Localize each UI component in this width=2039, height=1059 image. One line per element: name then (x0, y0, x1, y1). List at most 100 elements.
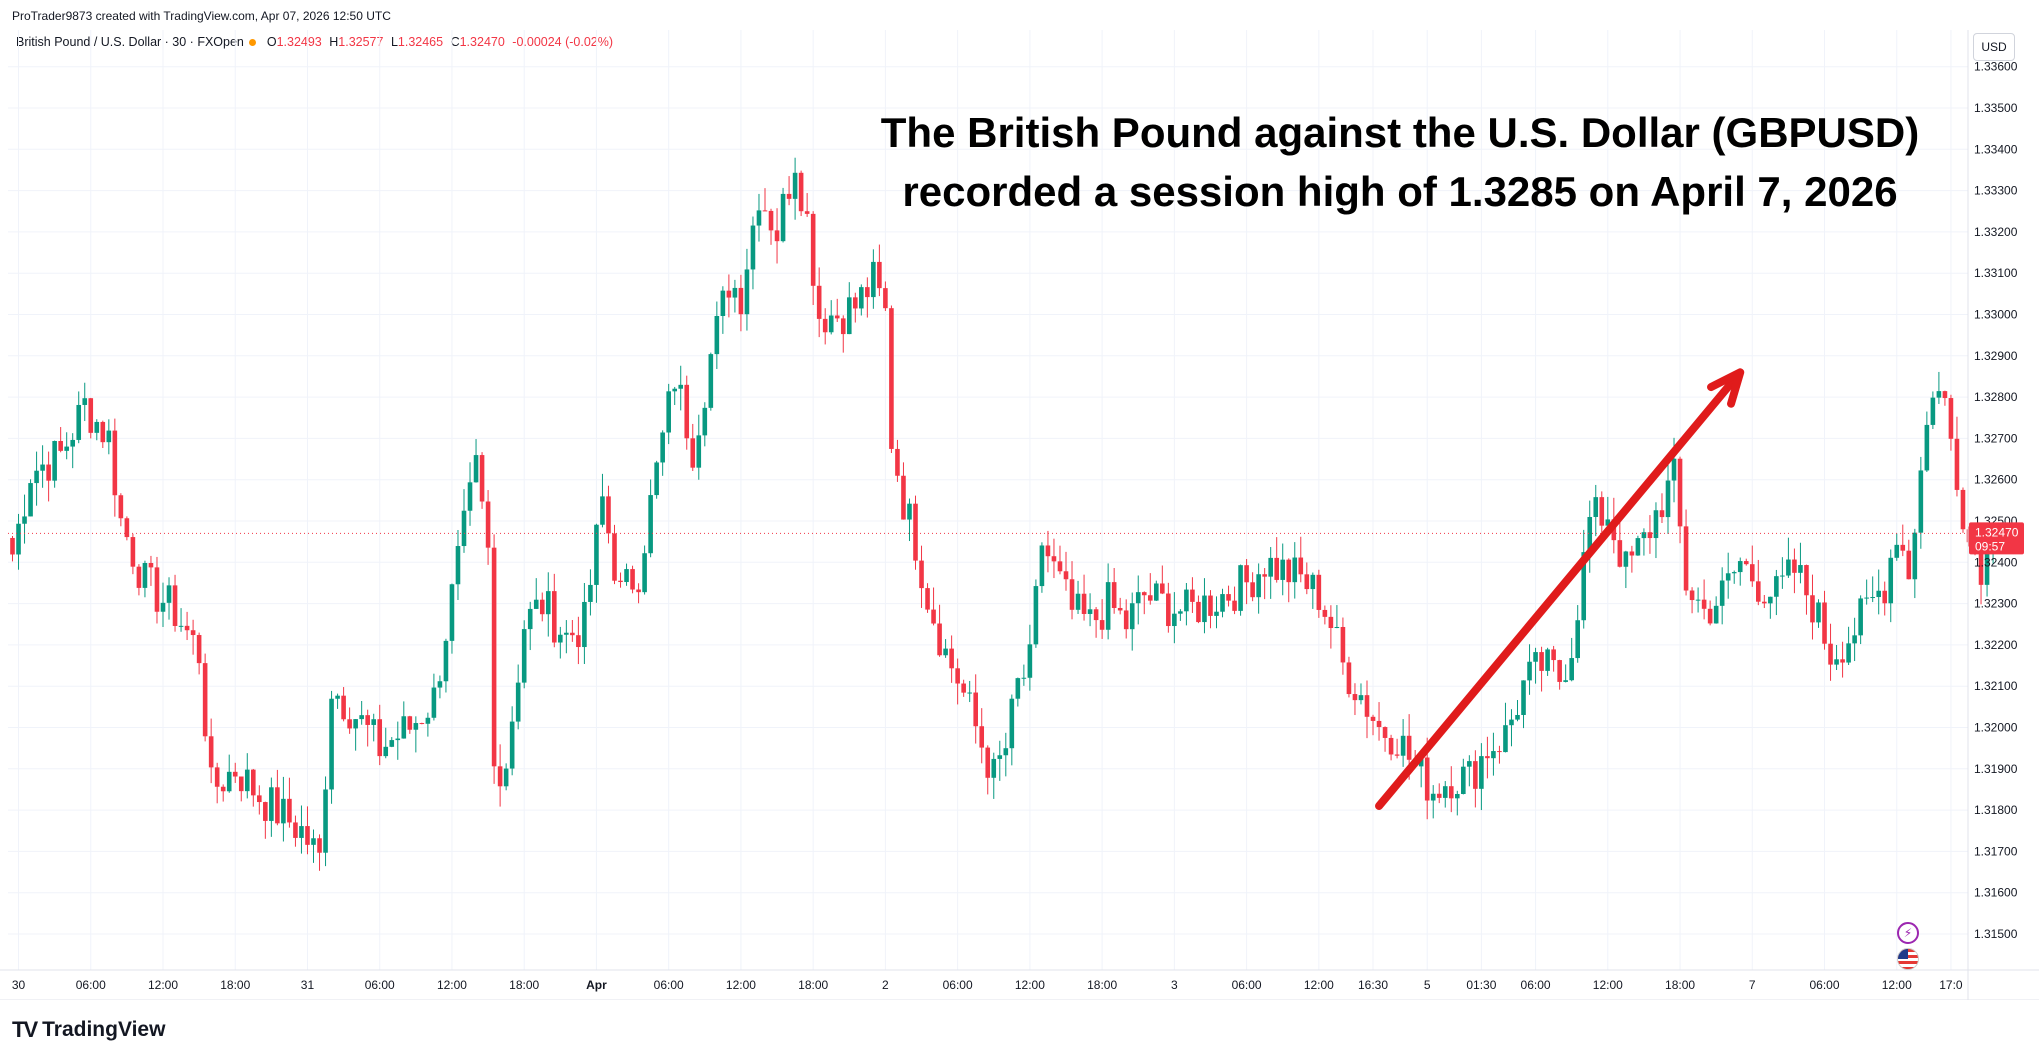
candle-body (1250, 582, 1255, 598)
candle-body (1063, 571, 1069, 580)
candle-body (335, 695, 340, 699)
annotation-arrow-head (1707, 368, 1745, 408)
candle-body (1671, 458, 1677, 481)
candle-body (461, 510, 467, 547)
candle-body (600, 496, 605, 525)
candle-body (293, 822, 298, 838)
candle-body (859, 287, 864, 309)
candle-body (1840, 659, 1845, 663)
candle-body (1298, 557, 1304, 575)
candle-body (606, 496, 611, 534)
lightning-icon[interactable]: ⚡ (1897, 922, 1919, 944)
candle-body (588, 584, 593, 602)
candle-body (329, 698, 334, 790)
y-tick-label: 1.32800 (1974, 390, 2018, 404)
candle-body (1093, 609, 1099, 621)
candle-body (822, 318, 828, 333)
y-tick-label: 1.33600 (1974, 60, 2018, 74)
candle-body (467, 482, 473, 511)
y-tick-label: 1.31600 (1974, 886, 2018, 900)
currency-button[interactable]: USD (1973, 33, 2015, 61)
candle-body (389, 740, 395, 747)
candle-body (612, 533, 617, 581)
candle-body (1418, 757, 1424, 767)
x-tick-label: 06:00 (943, 978, 973, 992)
candle-body (118, 495, 124, 519)
candle-body (943, 648, 948, 656)
candle-body (317, 838, 322, 853)
candle-body (1400, 735, 1406, 756)
candle-body (738, 287, 744, 315)
candle-body (1274, 557, 1279, 580)
candle-body (431, 687, 437, 718)
candle-body (618, 580, 623, 583)
candle-body (1406, 735, 1412, 760)
candle-body (780, 193, 786, 242)
candle-body (582, 601, 587, 648)
open-value: 1.32493 (276, 35, 322, 49)
candle-body (1256, 574, 1261, 598)
current-price-tag (1969, 522, 2024, 555)
candle-body (533, 599, 539, 609)
candle-body (497, 766, 503, 787)
candle-body (251, 769, 256, 796)
candle-body (1141, 592, 1147, 596)
y-tick-label: 1.32600 (1974, 473, 2018, 487)
candle-body (299, 826, 304, 838)
open-label: O (266, 35, 277, 49)
candle-body (1599, 497, 1605, 526)
candle-body (34, 470, 39, 484)
candle-body (1743, 561, 1749, 565)
x-tick-label: 01:30 (1466, 978, 1496, 992)
us-flag-icon[interactable] (1897, 948, 1919, 970)
annotation-arrow-shaft (1375, 374, 1740, 810)
candle-body (1226, 594, 1231, 601)
candle-body (810, 213, 816, 286)
candle-body (1292, 557, 1298, 583)
symbol-name[interactable]: British Pound / U.S. Dollar · 30 · FXOpe… (16, 35, 244, 49)
candle-body (925, 588, 930, 610)
price-chart[interactable]: 1.31500 1.31600 1.31700 1.31800 1.31900 1.320… (0, 0, 2039, 1000)
candle-body (1316, 574, 1322, 610)
y-tick-label: 1.32900 (1974, 349, 2018, 363)
tradingview-wordmark: TradingView (42, 1018, 166, 1041)
candle-body (840, 318, 846, 335)
tradingview-logo[interactable]: TV TradingView (12, 1017, 165, 1043)
candle-body (889, 308, 894, 449)
candle-body (1563, 680, 1568, 682)
candle-body (1834, 659, 1839, 665)
candle-body (666, 391, 671, 433)
candle-body (648, 495, 653, 554)
candle-body (70, 439, 75, 447)
candle-body (1370, 716, 1376, 721)
candle-body (786, 193, 792, 199)
candle-body (1388, 737, 1394, 755)
candle-body (1382, 727, 1388, 738)
x-tick-label: 12:00 (148, 978, 178, 992)
candle-body (973, 692, 978, 727)
candle-body (756, 210, 762, 226)
candle-body (1521, 680, 1526, 715)
candle-body (1244, 565, 1249, 583)
candle-body (1846, 643, 1851, 663)
candle-body (1828, 643, 1833, 665)
candle-body (1942, 391, 1948, 399)
x-tick-label: Apr (586, 978, 607, 992)
x-tick-label: 12:00 (726, 978, 756, 992)
x-tick-label: 06:00 (1810, 978, 1840, 992)
y-tick-label: 1.32400 (1974, 555, 2018, 569)
y-tick-label: 1.32100 (1974, 679, 2018, 693)
candle-body (178, 625, 184, 627)
countdown-label: 09:57 (1975, 539, 2005, 553)
candle-body (142, 563, 148, 588)
y-tick-label: 1.33400 (1974, 142, 2018, 156)
candle-body (238, 776, 244, 792)
y-tick-label: 1.32700 (1974, 431, 2018, 445)
x-tick-label: 2 (882, 978, 889, 992)
change-value: -0.00024 (-0.02%) (512, 35, 614, 49)
candle-body (1485, 756, 1490, 759)
candle-body (834, 315, 840, 319)
candle-body (907, 503, 912, 520)
candle-body (1713, 605, 1719, 624)
candle-body (100, 421, 106, 443)
